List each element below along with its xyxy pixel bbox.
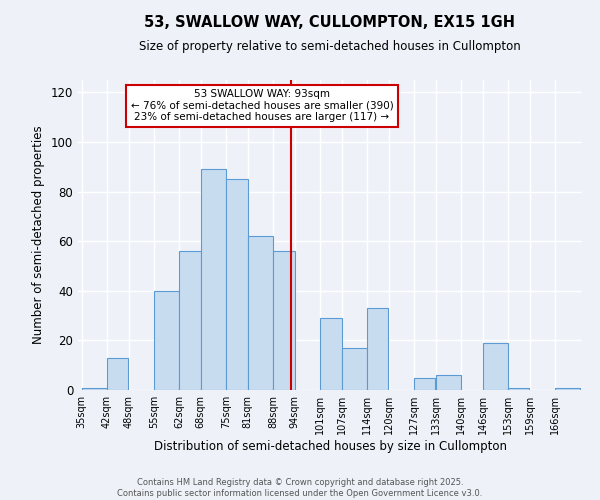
Text: Contains HM Land Registry data © Crown copyright and database right 2025.
Contai: Contains HM Land Registry data © Crown c… xyxy=(118,478,482,498)
Bar xyxy=(201,170,226,390)
Bar xyxy=(107,358,128,390)
Bar xyxy=(508,388,529,390)
Bar xyxy=(226,179,248,390)
Bar xyxy=(483,343,508,390)
Bar xyxy=(320,318,341,390)
Text: 53, SWALLOW WAY, CULLOMPTON, EX15 1GH: 53, SWALLOW WAY, CULLOMPTON, EX15 1GH xyxy=(145,15,515,30)
Text: 53 SWALLOW WAY: 93sqm
← 76% of semi-detached houses are smaller (390)
23% of sem: 53 SWALLOW WAY: 93sqm ← 76% of semi-deta… xyxy=(131,90,394,122)
Bar xyxy=(436,375,461,390)
Bar xyxy=(414,378,436,390)
Bar xyxy=(248,236,273,390)
Bar xyxy=(179,251,200,390)
Bar xyxy=(555,388,580,390)
Bar xyxy=(367,308,388,390)
Bar xyxy=(154,291,179,390)
Bar xyxy=(82,388,107,390)
Bar xyxy=(274,251,295,390)
Bar xyxy=(342,348,367,390)
Text: Size of property relative to semi-detached houses in Cullompton: Size of property relative to semi-detach… xyxy=(139,40,521,53)
Y-axis label: Number of semi-detached properties: Number of semi-detached properties xyxy=(32,126,45,344)
X-axis label: Distribution of semi-detached houses by size in Cullompton: Distribution of semi-detached houses by … xyxy=(154,440,506,453)
